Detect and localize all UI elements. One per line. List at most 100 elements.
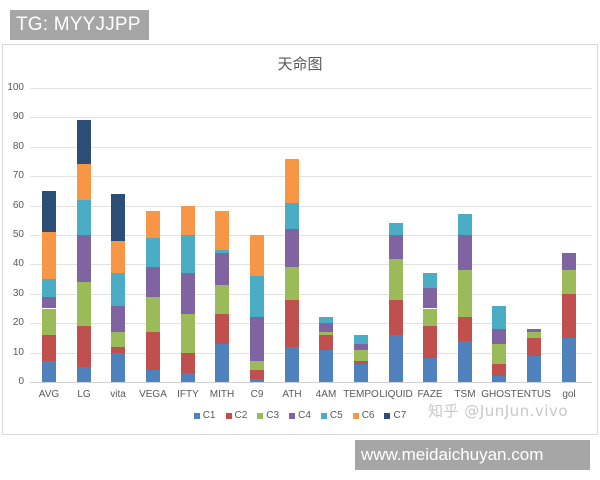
chart-legend: C1 C2 C3 C4 C5 C6 C7 — [0, 410, 600, 421]
bar-segment-c7 — [111, 193, 125, 241]
x-tick-label: TEMPO — [343, 389, 379, 400]
bar-segment-c1 — [562, 337, 576, 382]
bar-segment-c5 — [77, 199, 91, 235]
gridline — [30, 323, 592, 324]
y-tick-label: 10 — [12, 347, 24, 358]
legend-item-c2: C2 — [225, 410, 248, 421]
bar-segment-c3 — [146, 296, 160, 332]
bar-segment-c7 — [77, 120, 91, 165]
y-tick-label: 90 — [12, 111, 24, 122]
bar-segment-c2 — [77, 326, 91, 368]
bar-segment-c4 — [389, 235, 403, 259]
bar-segment-c5 — [423, 273, 437, 288]
bar-segment-c3 — [423, 308, 437, 327]
legend-swatch-icon — [257, 412, 264, 419]
bar-segment-c3 — [42, 308, 56, 335]
bar-segment-c3 — [527, 332, 541, 338]
bar-segment-c1 — [423, 358, 437, 382]
bar-segment-c5 — [285, 202, 299, 230]
bar-segment-c6 — [111, 240, 125, 274]
bar-segment-c3 — [111, 332, 125, 347]
bar-segment-c3 — [458, 270, 472, 318]
bar-segment-c1 — [285, 346, 299, 382]
y-tick-label: 70 — [12, 170, 24, 181]
gridline — [30, 353, 592, 354]
chart-title: 天命图 — [277, 55, 323, 73]
legend-label: C2 — [234, 410, 248, 421]
bar-segment-c4 — [492, 329, 506, 344]
bar-segment-c5 — [111, 273, 125, 306]
bar-segment-c3 — [215, 284, 229, 315]
gridline — [30, 147, 592, 148]
x-tick-label: FAZE — [417, 389, 443, 400]
x-tick-label: 4AM — [315, 389, 337, 400]
legend-label: C7 — [393, 410, 407, 421]
legend-label: C4 — [298, 410, 311, 421]
legend-swatch-icon — [289, 412, 296, 419]
bar-segment-c1 — [250, 379, 264, 382]
bar-segment-c5 — [389, 223, 403, 235]
bar-segment-c3 — [354, 349, 368, 362]
tag-banner: TG: MYYJJPP — [10, 10, 149, 40]
bar-segment-c1 — [492, 376, 506, 382]
x-tick-label: C9 — [250, 389, 264, 400]
gridline — [30, 206, 592, 207]
bar-segment-c7 — [42, 190, 56, 233]
x-tick-label: AVG — [38, 389, 60, 400]
bar-segment-c1 — [389, 334, 403, 382]
bar-segment-c2 — [319, 334, 333, 350]
x-tick-label: LIQUID — [379, 389, 413, 400]
legend-label: C6 — [361, 410, 375, 421]
bar-segment-c4 — [111, 305, 125, 332]
gridline — [30, 264, 592, 265]
bar-segment-c6 — [77, 164, 91, 200]
bar-segment-c4 — [527, 329, 541, 333]
bar-segment-c2 — [285, 299, 299, 347]
gridline — [30, 294, 592, 295]
bar-segment-c2 — [181, 352, 195, 374]
legend-item-c6: C6 — [352, 410, 375, 421]
bar-segment-c6 — [181, 205, 195, 235]
bar-segment-c3 — [389, 258, 403, 300]
gridline — [30, 176, 592, 177]
x-tick-label: IFTY — [177, 389, 199, 400]
bar-segment-c6 — [146, 211, 160, 238]
legend-swatch-icon — [193, 412, 200, 419]
bar-segment-c6 — [215, 211, 229, 250]
bar-segment-c2 — [146, 332, 160, 371]
bar-segment-c5 — [492, 305, 506, 330]
legend-swatch-icon — [384, 412, 391, 419]
y-tick-label: 40 — [12, 258, 24, 269]
gridline — [30, 88, 592, 89]
bar-segment-c5 — [42, 279, 56, 297]
bar-segment-c4 — [42, 296, 56, 309]
legend-item-c5: C5 — [320, 410, 343, 421]
bar-segment-c6 — [250, 235, 264, 277]
bar-segment-c2 — [458, 317, 472, 341]
bar-segment-c4 — [319, 323, 333, 332]
bar-segment-c2 — [42, 334, 56, 362]
bar-segment-c2 — [250, 370, 264, 380]
bar-segment-c6 — [42, 232, 56, 280]
bar-segment-c5 — [250, 276, 264, 318]
bar-segment-c6 — [285, 158, 299, 203]
bar-segment-c4 — [562, 252, 576, 271]
bar-segment-c4 — [458, 235, 472, 271]
gridline — [30, 235, 592, 236]
x-tick-label: TSM — [454, 389, 476, 400]
bar-segment-c5 — [354, 334, 368, 344]
legend-label: C1 — [202, 410, 216, 421]
bar-segment-c5 — [181, 235, 195, 274]
bar-segment-c2 — [423, 326, 437, 359]
watermark-text: 知乎 @JunJun.vivo — [428, 402, 569, 420]
bar-segment-c3 — [77, 282, 91, 327]
legend-label: C3 — [266, 410, 280, 421]
x-tick-label: LG — [77, 389, 91, 400]
bar-segment-c4 — [423, 287, 437, 309]
bar-segment-c5 — [458, 214, 472, 235]
legend-item-c4: C4 — [289, 410, 311, 421]
bar-segment-c1 — [458, 340, 472, 382]
y-tick-label: 100 — [7, 82, 24, 93]
x-tick-label: MITH — [209, 389, 235, 400]
bar-segment-c3 — [492, 343, 506, 365]
